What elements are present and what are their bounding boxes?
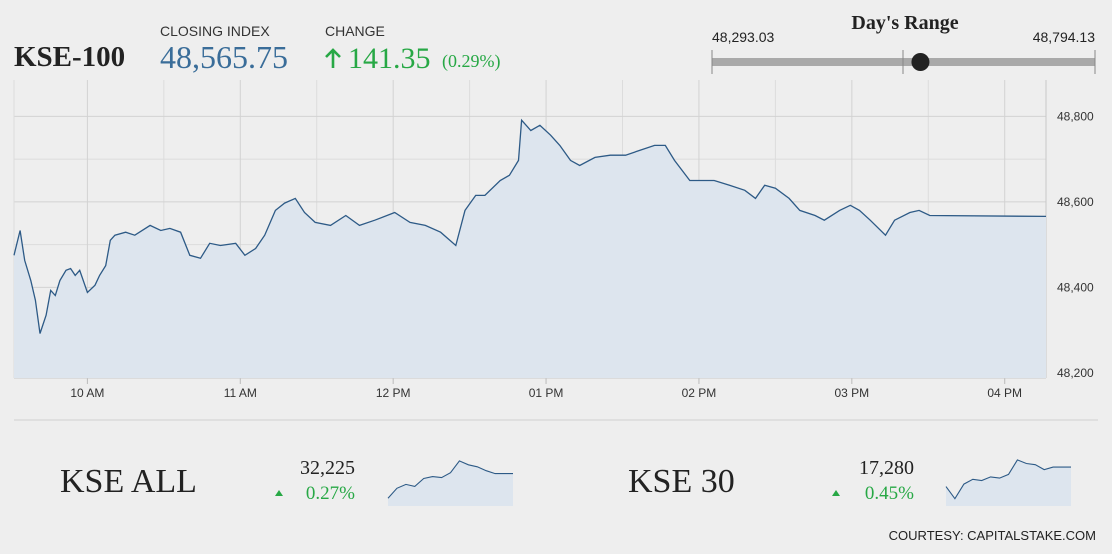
change-label: CHANGE xyxy=(325,23,385,39)
up-triangle xyxy=(832,490,840,496)
range-high: 48,794.13 xyxy=(1033,29,1095,45)
y-tick-label: 48,800 xyxy=(1057,109,1094,123)
line xyxy=(387,460,513,499)
footer: COURTESY: CAPITALSTAKE.COM xyxy=(889,528,1096,543)
line xyxy=(945,459,1071,500)
area-fill xyxy=(946,459,1071,506)
area-fill xyxy=(14,120,1046,378)
chart: 10 AM 11 AM 12 PM 01 PM 02 PM 03 PM 04 PM 48,20… xyxy=(13,80,1094,400)
symbol: KSE-100 xyxy=(14,41,125,73)
range-title: Day's Range xyxy=(851,12,958,34)
closing-value: 48,565.75 xyxy=(160,39,288,75)
closing-label: CLOSING INDEX xyxy=(160,23,270,39)
change-value: 141.35 xyxy=(348,42,431,75)
index-last: 32,225 xyxy=(300,457,355,479)
range-low: 48,293.03 xyxy=(712,29,774,45)
change-pct: (0.29%) xyxy=(442,51,500,72)
up-arrow xyxy=(325,48,341,68)
y-tick-label: 48,400 xyxy=(1057,280,1094,294)
index-change: 0.27% xyxy=(306,483,355,504)
range-marker xyxy=(911,53,930,71)
up-triangle xyxy=(275,490,283,496)
x-tick-label: 10 AM xyxy=(70,386,104,400)
area-fill xyxy=(388,460,513,506)
x-tick-label: 02 PM xyxy=(682,386,717,400)
index-name: KSE ALL xyxy=(60,463,197,500)
chart xyxy=(945,459,1071,506)
x-tick-label: 04 PM xyxy=(987,386,1022,400)
index-change: 0.45% xyxy=(865,483,914,504)
index-last: 17,280 xyxy=(859,457,914,479)
index-name: KSE 30 xyxy=(628,463,735,500)
x-tick-label: 01 PM xyxy=(529,386,564,400)
x-tick-label: 03 PM xyxy=(834,386,869,400)
chart xyxy=(387,460,513,506)
x-tick-label: 12 PM xyxy=(376,386,411,400)
line xyxy=(13,118,1047,334)
y-tick-label: 48,600 xyxy=(1057,195,1094,209)
x-tick-label: 11 AM xyxy=(224,386,257,400)
y-tick-label: 48,200 xyxy=(1057,366,1094,380)
